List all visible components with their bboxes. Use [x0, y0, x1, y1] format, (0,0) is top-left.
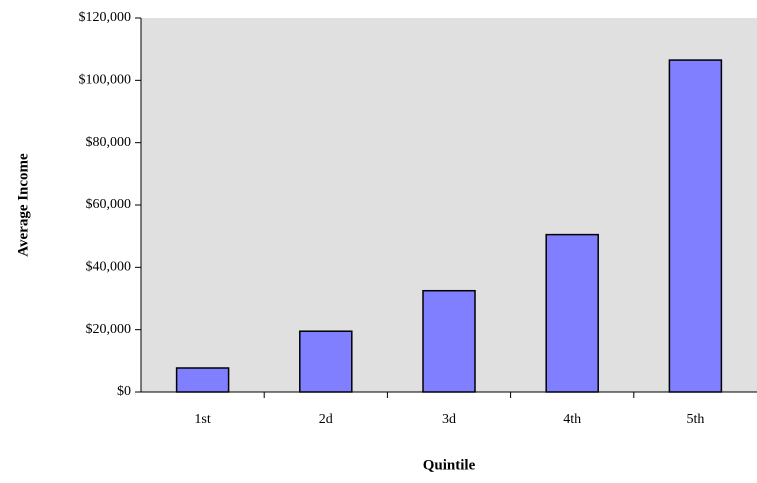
y-tick-label: $100,000 — [79, 73, 132, 88]
x-tick-label: 5th — [686, 412, 704, 427]
x-tick-label: 3d — [442, 412, 456, 427]
x-axis-title: Quintile — [423, 457, 476, 473]
y-tick-label: $120,000 — [79, 10, 132, 25]
bar — [422, 289, 476, 393]
x-tick-label: 1st — [194, 412, 210, 427]
bar — [175, 367, 230, 393]
y-tick-label: $40,000 — [86, 260, 132, 275]
bar — [668, 59, 723, 393]
bar — [299, 330, 353, 393]
y-tick-label: $60,000 — [86, 197, 132, 212]
y-tick-label: $20,000 — [86, 322, 132, 337]
x-tick-label: 2d — [319, 412, 333, 427]
y-tick-label: $0 — [117, 384, 131, 399]
y-axis-title: Average Income — [15, 153, 31, 257]
x-tick-label: 4th — [563, 412, 581, 427]
y-tick-label: $80,000 — [86, 135, 132, 150]
bar — [545, 233, 599, 393]
